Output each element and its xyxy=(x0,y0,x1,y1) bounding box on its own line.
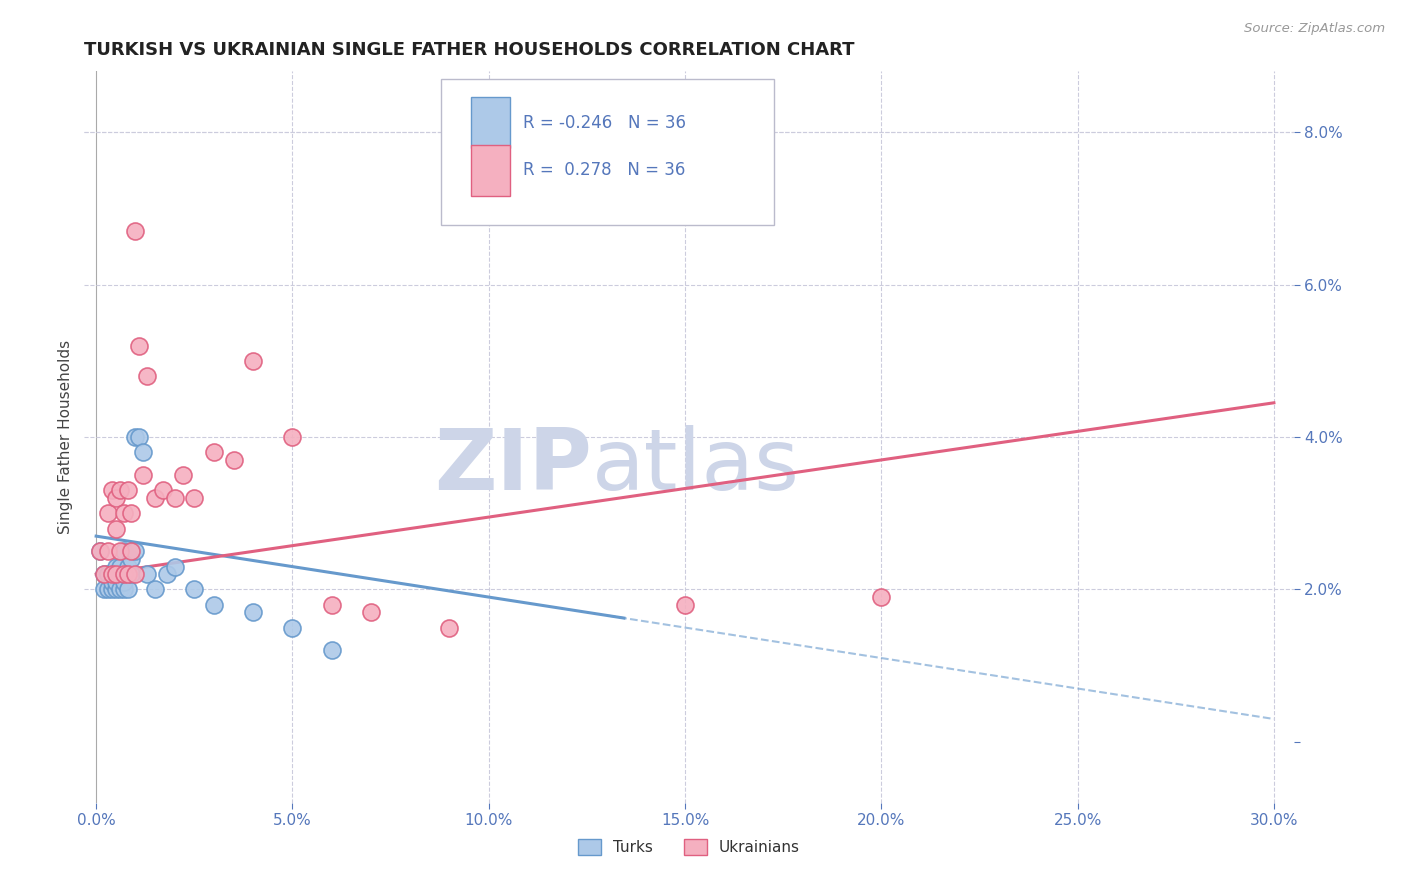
Point xyxy=(112,582,135,597)
Point xyxy=(143,491,166,505)
Point xyxy=(104,567,127,582)
FancyBboxPatch shape xyxy=(441,78,773,225)
Point xyxy=(222,453,245,467)
Point xyxy=(108,544,131,558)
Point xyxy=(101,582,124,597)
Point xyxy=(321,643,343,657)
Text: R =  0.278   N = 36: R = 0.278 N = 36 xyxy=(523,161,686,179)
Text: atlas: atlas xyxy=(592,425,800,508)
Point xyxy=(89,544,111,558)
Point xyxy=(117,567,139,582)
Point xyxy=(124,224,146,238)
Point xyxy=(124,567,146,582)
Point xyxy=(93,567,115,582)
Point xyxy=(101,483,124,498)
Point xyxy=(101,567,124,582)
Point xyxy=(128,430,150,444)
Legend: Turks, Ukrainians: Turks, Ukrainians xyxy=(572,833,806,861)
Point xyxy=(183,491,205,505)
Point xyxy=(202,445,225,459)
Point xyxy=(156,567,179,582)
Point xyxy=(321,598,343,612)
Point xyxy=(89,544,111,558)
Point xyxy=(117,582,139,597)
Point xyxy=(136,567,159,582)
Point xyxy=(136,369,159,384)
Point xyxy=(121,506,143,520)
Point xyxy=(93,567,115,582)
Point xyxy=(101,567,124,582)
Point xyxy=(97,567,120,582)
Point xyxy=(93,582,115,597)
Bar xyxy=(471,97,510,148)
Bar xyxy=(471,145,510,195)
Point xyxy=(124,544,146,558)
Point xyxy=(152,483,174,498)
Text: Source: ZipAtlas.com: Source: ZipAtlas.com xyxy=(1244,22,1385,36)
Point xyxy=(112,574,135,589)
Point xyxy=(121,552,143,566)
Point xyxy=(108,483,131,498)
Point xyxy=(104,574,127,589)
Point xyxy=(121,567,143,582)
Point xyxy=(104,559,127,574)
Point xyxy=(202,598,225,612)
Y-axis label: Single Father Households: Single Father Households xyxy=(58,340,73,534)
Point xyxy=(132,468,155,483)
Point xyxy=(112,567,135,582)
Point xyxy=(132,445,155,459)
Point xyxy=(112,567,135,582)
Point xyxy=(128,339,150,353)
Point xyxy=(163,491,186,505)
Point xyxy=(104,521,127,535)
Point xyxy=(172,468,194,483)
Point xyxy=(101,574,124,589)
Point xyxy=(242,354,264,368)
Point xyxy=(360,605,382,619)
Point xyxy=(121,544,143,558)
Text: TURKISH VS UKRAINIAN SINGLE FATHER HOUSEHOLDS CORRELATION CHART: TURKISH VS UKRAINIAN SINGLE FATHER HOUSE… xyxy=(84,41,855,59)
Point xyxy=(117,483,139,498)
Point xyxy=(281,621,304,635)
Point xyxy=(117,559,139,574)
Point xyxy=(104,491,127,505)
Point xyxy=(183,582,205,597)
Point xyxy=(97,582,120,597)
Point xyxy=(104,567,127,582)
Text: R = -0.246   N = 36: R = -0.246 N = 36 xyxy=(523,113,686,131)
Point xyxy=(124,430,146,444)
Point xyxy=(870,590,893,604)
Point xyxy=(97,506,120,520)
Point xyxy=(108,567,131,582)
Point xyxy=(104,582,127,597)
Point xyxy=(143,582,166,597)
Point xyxy=(242,605,264,619)
Point xyxy=(97,544,120,558)
Point xyxy=(112,506,135,520)
Point xyxy=(108,582,131,597)
Point xyxy=(163,559,186,574)
Point xyxy=(108,559,131,574)
Point xyxy=(439,621,461,635)
Point xyxy=(281,430,304,444)
Point xyxy=(112,544,135,558)
Point xyxy=(673,598,696,612)
Text: ZIP: ZIP xyxy=(434,425,592,508)
